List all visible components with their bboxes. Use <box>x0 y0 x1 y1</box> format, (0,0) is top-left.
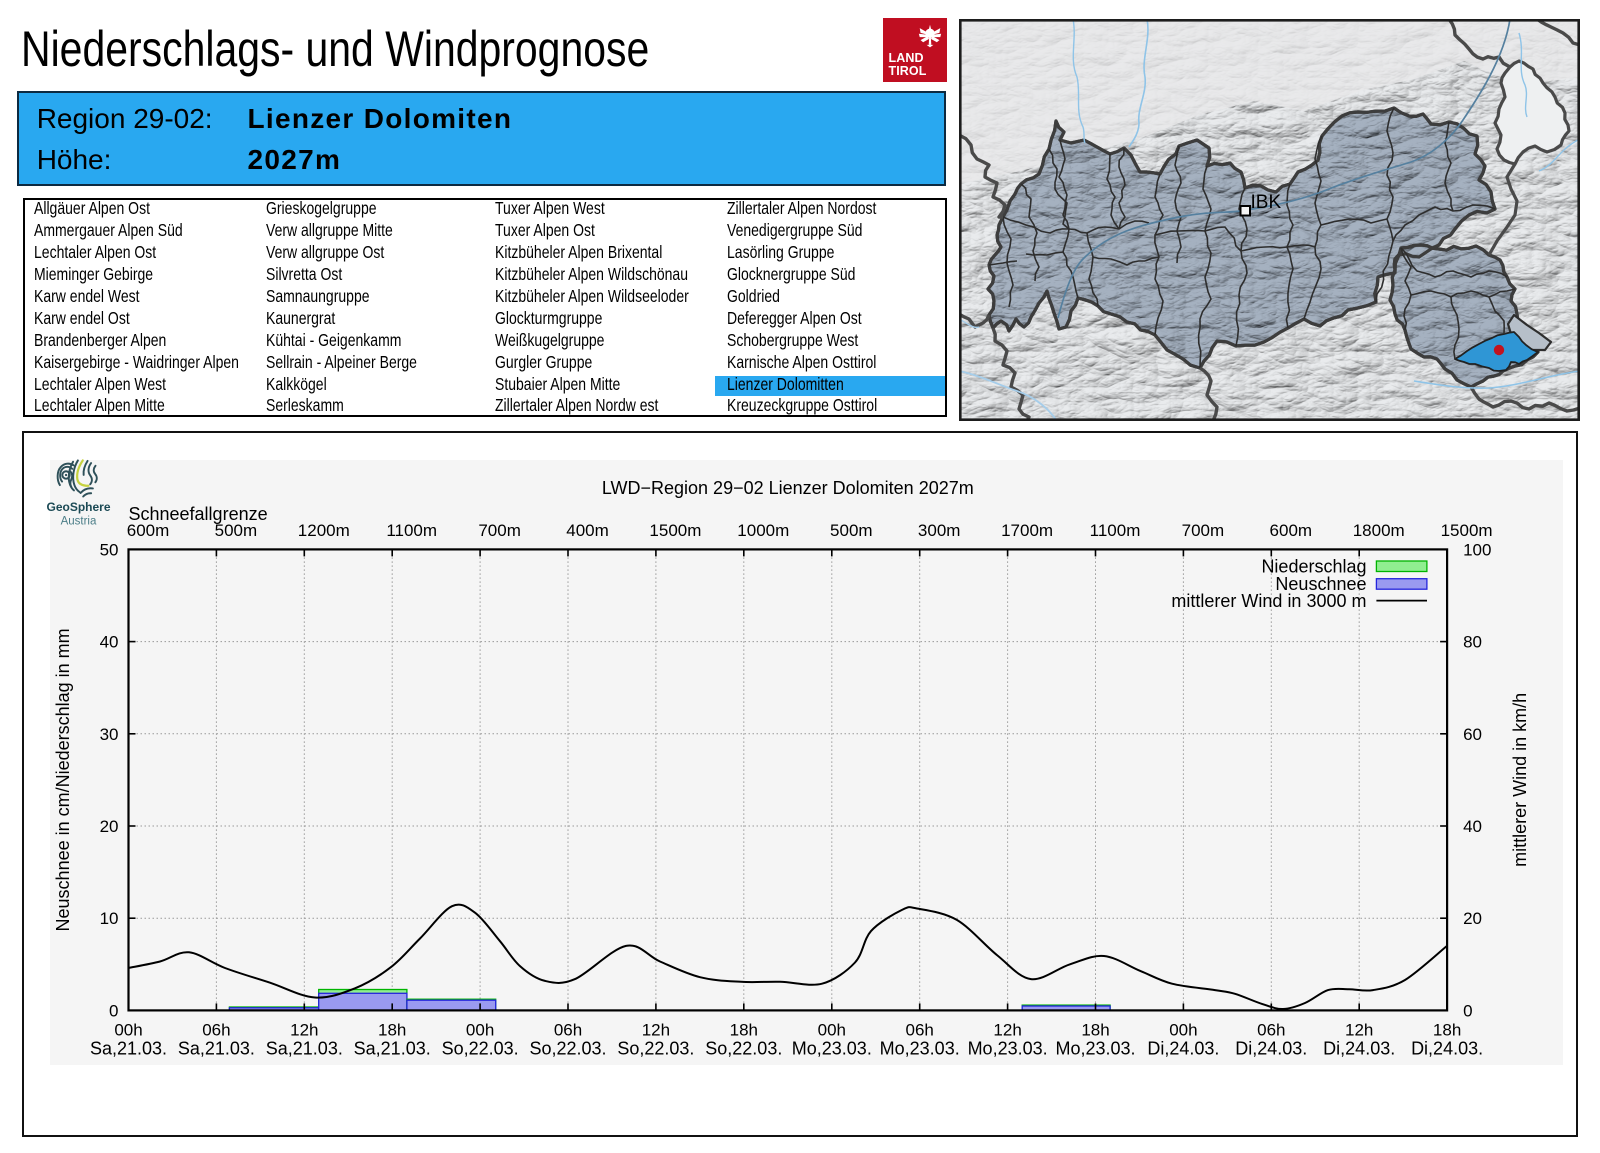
svg-text:80: 80 <box>1463 633 1482 652</box>
svg-text:So,22.03.: So,22.03. <box>529 1039 606 1059</box>
svg-text:18h: 18h <box>1081 1020 1109 1039</box>
svg-text:Di,24.03.: Di,24.03. <box>1147 1039 1219 1059</box>
svg-text:Sa,21.03.: Sa,21.03. <box>178 1039 255 1059</box>
svg-text:50: 50 <box>100 540 119 559</box>
svg-text:12h: 12h <box>642 1020 670 1039</box>
svg-text:06h: 06h <box>1257 1020 1285 1039</box>
svg-text:40: 40 <box>1463 817 1482 836</box>
svg-text:Schneefallgrenze: Schneefallgrenze <box>129 504 268 524</box>
svg-text:06h: 06h <box>554 1020 582 1039</box>
svg-text:30: 30 <box>100 725 119 744</box>
svg-text:Neuschnee in cm/Niederschlag i: Neuschnee in cm/Niederschlag in mm <box>53 628 73 931</box>
svg-text:500m: 500m <box>830 521 873 540</box>
svg-text:So,22.03.: So,22.03. <box>617 1039 694 1059</box>
svg-text:18h: 18h <box>378 1020 406 1039</box>
svg-text:00h: 00h <box>1169 1020 1197 1039</box>
svg-text:12h: 12h <box>1345 1020 1373 1039</box>
svg-text:1500m: 1500m <box>1441 521 1493 540</box>
svg-text:1200m: 1200m <box>298 521 350 540</box>
svg-text:1100m: 1100m <box>386 521 437 540</box>
svg-text:60: 60 <box>1463 725 1482 744</box>
svg-text:600m: 600m <box>1270 521 1313 540</box>
svg-text:06h: 06h <box>202 1020 230 1039</box>
svg-text:GeoSphere: GeoSphere <box>46 500 110 514</box>
svg-text:Sa,21.03.: Sa,21.03. <box>354 1039 431 1059</box>
svg-text:00h: 00h <box>114 1020 142 1039</box>
svg-text:1700m: 1700m <box>1001 521 1053 540</box>
svg-text:500m: 500m <box>215 521 258 540</box>
svg-text:00h: 00h <box>466 1020 494 1039</box>
svg-text:0: 0 <box>1463 1001 1472 1020</box>
svg-text:0: 0 <box>109 1001 118 1020</box>
svg-text:Neuschnee: Neuschnee <box>1275 574 1366 594</box>
svg-text:00h: 00h <box>818 1020 846 1039</box>
svg-text:Di,24.03.: Di,24.03. <box>1411 1039 1483 1059</box>
svg-text:Mo,23.03.: Mo,23.03. <box>1055 1039 1135 1059</box>
svg-text:10: 10 <box>100 909 119 928</box>
svg-text:IBK: IBK <box>1251 192 1282 213</box>
svg-text:mittlerer Wind in 3000 m: mittlerer Wind in 3000 m <box>1171 591 1366 611</box>
svg-text:Niederschlag: Niederschlag <box>1261 557 1366 577</box>
svg-text:LWD−Region 29−02 Lienzer Dolom: LWD−Region 29−02 Lienzer Dolomiten 2027m <box>602 478 974 498</box>
svg-text:Sa,21.03.: Sa,21.03. <box>266 1039 343 1059</box>
svg-text:Sa,21.03.: Sa,21.03. <box>90 1039 167 1059</box>
svg-text:So,22.03.: So,22.03. <box>705 1039 782 1059</box>
svg-text:Di,24.03.: Di,24.03. <box>1323 1039 1395 1059</box>
svg-text:1500m: 1500m <box>649 521 701 540</box>
svg-text:So,22.03.: So,22.03. <box>442 1039 519 1059</box>
svg-text:600m: 600m <box>127 521 170 540</box>
svg-text:1100m: 1100m <box>1090 521 1141 540</box>
svg-text:Di,24.03.: Di,24.03. <box>1235 1039 1307 1059</box>
svg-text:Mo,23.03.: Mo,23.03. <box>792 1039 872 1059</box>
svg-text:12h: 12h <box>993 1020 1021 1039</box>
svg-text:Austria: Austria <box>61 516 97 528</box>
svg-text:Mo,23.03.: Mo,23.03. <box>880 1039 960 1059</box>
svg-text:1800m: 1800m <box>1353 521 1405 540</box>
svg-text:mittlerer Wind in km/h: mittlerer Wind in km/h <box>1510 693 1530 867</box>
svg-text:20: 20 <box>100 817 119 836</box>
svg-text:300m: 300m <box>918 521 961 540</box>
svg-text:20: 20 <box>1463 909 1482 928</box>
svg-text:40: 40 <box>100 633 119 652</box>
svg-text:18h: 18h <box>1433 1020 1461 1039</box>
svg-text:400m: 400m <box>566 521 609 540</box>
svg-text:1000m: 1000m <box>737 521 789 540</box>
svg-text:700m: 700m <box>1182 521 1225 540</box>
svg-text:100: 100 <box>1463 540 1491 559</box>
svg-text:18h: 18h <box>730 1020 758 1039</box>
svg-text:12h: 12h <box>290 1020 318 1039</box>
svg-text:700m: 700m <box>478 521 521 540</box>
svg-text:06h: 06h <box>906 1020 934 1039</box>
svg-text:Mo,23.03.: Mo,23.03. <box>968 1039 1048 1059</box>
